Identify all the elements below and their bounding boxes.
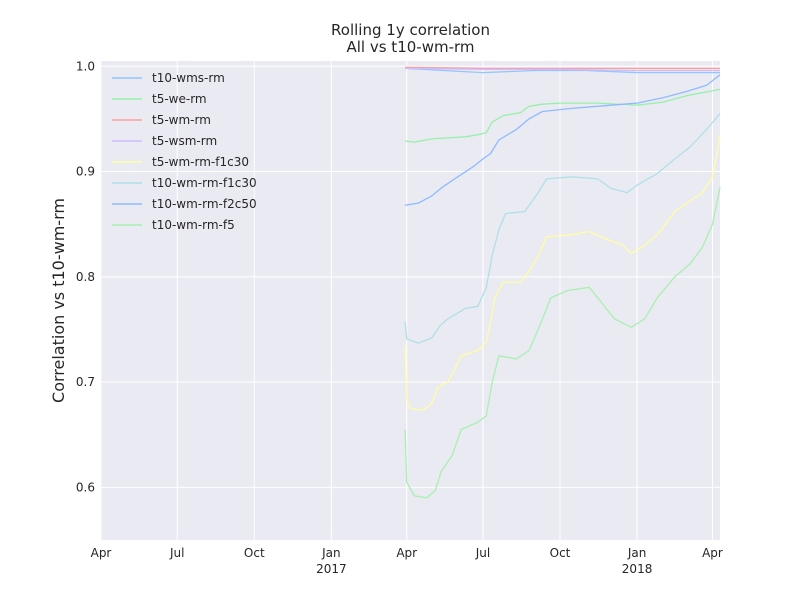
legend-label: t5-we-rm bbox=[152, 92, 207, 106]
y-tick-label: 0.6 bbox=[76, 480, 95, 494]
legend-label: t10-wm-rm-f1c30 bbox=[152, 176, 257, 190]
x-tick-label: Jan bbox=[627, 546, 647, 560]
x-tick-label: Apr bbox=[396, 546, 417, 560]
legend-label: t5-wm-rm-f1c30 bbox=[152, 155, 249, 169]
series-line-t10-wm-rm-f2c50 bbox=[404, 74, 721, 206]
series-lines bbox=[404, 66, 721, 499]
series-line-t5-wm-rm-f1c30 bbox=[404, 134, 721, 412]
x-tick-label: Jan bbox=[321, 546, 341, 560]
x-tick-year-label: 2017 bbox=[316, 562, 347, 576]
x-tick-label: Oct bbox=[550, 546, 571, 560]
y-axis-ticks: 0.6 0.7 0.8 0.9 1.0 bbox=[76, 59, 95, 494]
x-tick-label: Jul bbox=[475, 546, 490, 560]
y-axis-label: Correlation vs t10-wm-rm bbox=[49, 198, 68, 403]
series-line-t5-wsm-rm bbox=[405, 67, 720, 72]
x-tick-year-label: 2018 bbox=[622, 562, 653, 576]
legend-label: t5-wsm-rm bbox=[152, 134, 217, 148]
x-tick-label: Oct bbox=[244, 546, 265, 560]
chart-subtitle: All vs t10-wm-rm bbox=[346, 38, 474, 56]
legend-label: t10-wms-rm bbox=[152, 71, 225, 85]
series-line-t10-wms-rm bbox=[405, 67, 720, 74]
y-tick-label: 0.9 bbox=[76, 165, 95, 179]
y-tick-label: 0.8 bbox=[76, 270, 95, 284]
series-line-t10-wm-rm-f1c30 bbox=[404, 113, 721, 344]
x-tick-label: Jul bbox=[169, 546, 184, 560]
legend-label: t10-wm-rm-f5 bbox=[152, 218, 235, 232]
y-tick-label: 1.0 bbox=[76, 59, 95, 73]
x-axis-ticks: Apr Jul Oct Jan 2017 Apr Jul Oct Jan 2018 Apr bbox=[91, 546, 723, 576]
series-line-t10-wm-rm-f5 bbox=[404, 187, 721, 499]
legend-label: t5-wm-rm bbox=[152, 113, 211, 127]
y-tick-label: 0.7 bbox=[76, 375, 95, 389]
plot-area bbox=[101, 61, 720, 540]
x-tick-label: Apr bbox=[702, 546, 723, 560]
x-tick-label: Apr bbox=[91, 546, 112, 560]
chart-title: Rolling 1y correlation bbox=[331, 21, 490, 39]
grid-lines bbox=[100, 61, 720, 540]
legend-label: t10-wm-rm-f2c50 bbox=[152, 197, 257, 211]
series-line-t5-we-rm bbox=[405, 88, 721, 143]
series-line-t5-wm-rm bbox=[405, 66, 720, 70]
legend: t10-wms-rm t5-we-rm t5-wm-rm t5-wsm-rm t5-wm… bbox=[112, 71, 257, 232]
